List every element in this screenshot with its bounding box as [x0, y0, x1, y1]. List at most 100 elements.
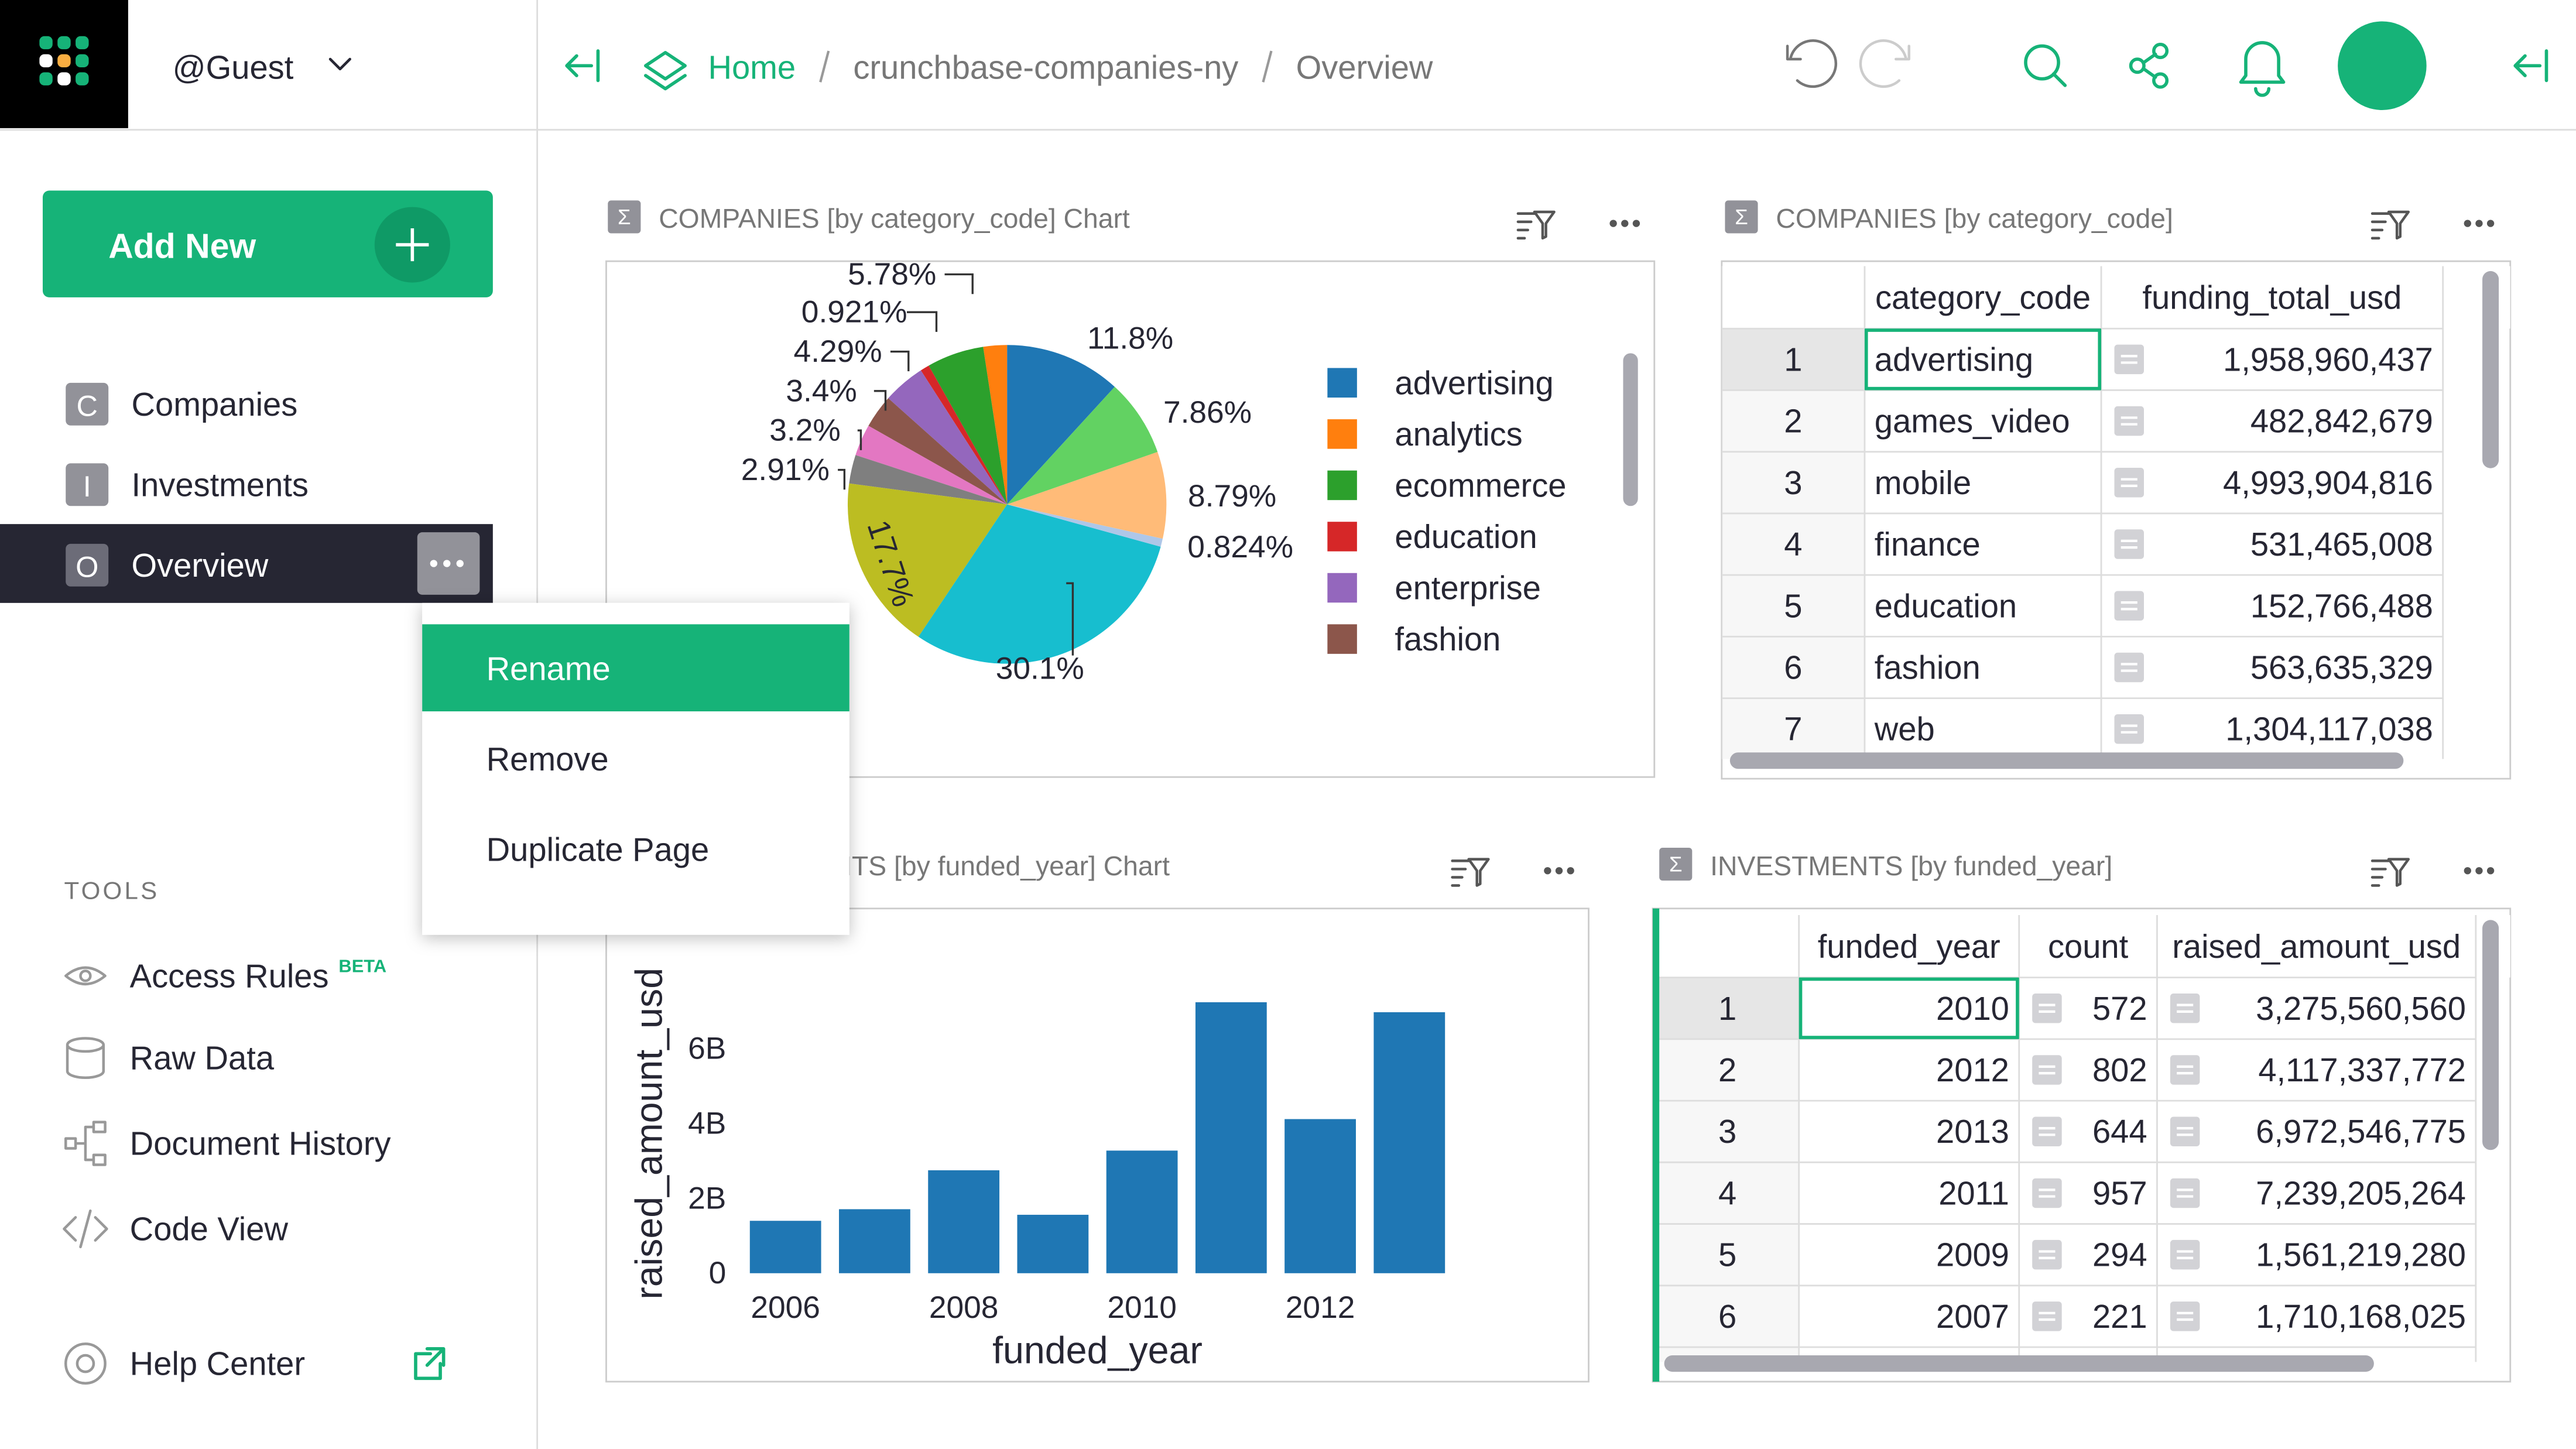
legend-scrollbar[interactable]	[1623, 353, 1638, 506]
table-cell[interactable]: finance	[1875, 526, 1981, 563]
table-cell[interactable]: 1,561,219,280	[2256, 1236, 2466, 1273]
table-cell[interactable]: 2013	[1936, 1113, 2009, 1150]
legend-swatch	[1327, 624, 1357, 654]
table-cell[interactable]: 2009	[1936, 1236, 2009, 1273]
breadcrumb-item[interactable]: Home	[708, 49, 796, 86]
column-header[interactable]: funded_year	[1818, 928, 2000, 965]
widget-menu-dot	[2475, 867, 2483, 875]
table-grid: category_code funding_total_usd 1 advertisi…	[1721, 266, 2510, 759]
column-header[interactable]: category_code	[1875, 279, 2091, 316]
page-link[interactable]: Investments	[131, 466, 308, 503]
row-number: 6	[1784, 649, 1802, 686]
search[interactable]	[2024, 44, 2067, 87]
table-cell[interactable]: 1,304,117,038	[2225, 711, 2433, 748]
undo[interactable]	[1786, 39, 1838, 88]
menu-item[interactable]: Remove	[487, 741, 609, 777]
menu-item[interactable]: Rename	[487, 650, 611, 687]
page-icon	[66, 382, 109, 426]
reference-icon-lines	[2177, 1003, 2194, 1013]
table-cell[interactable]: mobile	[1875, 464, 1971, 501]
sort-filter-icon[interactable]	[1516, 210, 1556, 240]
table-cell[interactable]: 563,635,329	[2250, 649, 2433, 686]
table-cell[interactable]: games_video	[1875, 403, 2070, 440]
horizontal-scrollbar[interactable]	[1664, 1355, 2374, 1372]
table-cell[interactable]: 2007	[1936, 1298, 2009, 1335]
collapse-right[interactable]	[2513, 49, 2548, 83]
table-cell[interactable]: 957	[2092, 1174, 2147, 1211]
legend-swatch	[1327, 470, 1357, 501]
pie-value-label: 11.8%	[1087, 321, 1173, 356]
breadcrumb-item[interactable]: crunchbase-companies-ny	[853, 49, 1238, 86]
sort-filter-icon[interactable]	[2371, 858, 2410, 887]
user-menu-chevron[interactable]	[328, 57, 351, 71]
reference-icon	[2170, 1301, 2200, 1331]
table-cell[interactable]: 7,239,205,264	[2256, 1174, 2466, 1211]
sort-filter-icon[interactable]	[1451, 858, 1490, 887]
notifications[interactable]	[2239, 41, 2286, 97]
x-tick-label: 2010	[1107, 1290, 1177, 1325]
external-link-icon[interactable]	[414, 1347, 446, 1381]
table-cell[interactable]: fashion	[1875, 649, 1981, 686]
widget-menu-dot	[1609, 220, 1617, 227]
table-cell[interactable]: 531,465,008	[2250, 526, 2433, 563]
pie-value-label: 0.921%	[801, 295, 907, 330]
reference-icon	[2032, 1055, 2062, 1085]
vertical-scrollbar[interactable]	[2482, 271, 2499, 468]
redo[interactable]	[1859, 39, 1910, 88]
table-cell[interactable]: 152,766,488	[2250, 587, 2433, 624]
table-cell[interactable]: 6,972,546,775	[2256, 1113, 2466, 1150]
share[interactable]	[2129, 42, 2169, 89]
x-axis-label: funded_year	[992, 1330, 1203, 1372]
collapse-panel[interactable]	[565, 49, 600, 83]
tool-link[interactable]: Raw Data	[130, 1040, 275, 1077]
help-link[interactable]: Help Center	[130, 1345, 305, 1382]
reference-icon	[2032, 1178, 2062, 1208]
logo-mark	[39, 36, 89, 85]
vertical-scrollbar[interactable]	[2482, 920, 2499, 1150]
page-link[interactable]: Companies	[131, 386, 297, 423]
page-icon-letter: C	[76, 389, 97, 423]
pie-value-label: 2.91%	[741, 453, 830, 487]
page-icon-letter: O	[76, 550, 98, 584]
table-cell[interactable]: 2011	[1938, 1174, 2009, 1211]
table-cell[interactable]: 294	[2092, 1236, 2147, 1273]
table-cell[interactable]: 2010	[1936, 990, 2009, 1027]
table-cell[interactable]: 3,275,560,560	[2256, 990, 2466, 1027]
table-cell[interactable]: 1,958,960,437	[2223, 341, 2433, 378]
horizontal-scrollbar[interactable]	[1729, 752, 2404, 769]
sort-filter-icon[interactable]	[2371, 210, 2410, 240]
user-name[interactable]: @Guest	[173, 49, 294, 86]
reference-icon-lines	[2177, 1311, 2194, 1321]
reference-icon-lines	[2177, 1127, 2194, 1136]
menu-item-highlight[interactable]	[422, 624, 849, 712]
column-header[interactable]: count	[2048, 928, 2129, 965]
table-cell[interactable]: 4,117,337,772	[2258, 1051, 2466, 1088]
table-cell[interactable]: 4,993,904,816	[2223, 464, 2433, 501]
column-header[interactable]: funding_total_usd	[2142, 279, 2402, 316]
table-cell[interactable]: education	[1875, 587, 2017, 624]
avatar[interactable]	[2338, 21, 2427, 111]
table-cell[interactable]: 572	[2092, 990, 2147, 1027]
tool-link[interactable]: Code View	[130, 1210, 289, 1247]
column-header[interactable]: raised_amount_usd	[2172, 928, 2461, 965]
legend-label: ecommerce	[1395, 467, 1566, 503]
table-cell[interactable]: 482,842,679	[2250, 403, 2433, 440]
widget-menu-dot	[1632, 220, 1640, 227]
legend-swatch	[1327, 368, 1357, 398]
table-cell[interactable]: advertising	[1875, 341, 2033, 378]
pie-value-label: 30.1%	[996, 652, 1084, 686]
tool-link[interactable]: Document History	[130, 1125, 391, 1162]
page-link[interactable]: Overview	[131, 547, 268, 584]
widget-sigma: Σ	[1669, 852, 1683, 876]
add-new-label[interactable]: Add New	[108, 227, 256, 265]
add-new-button[interactable]	[42, 190, 493, 297]
table-cell[interactable]: 2012	[1936, 1051, 2009, 1088]
table-cell[interactable]: 802	[2092, 1051, 2147, 1088]
pie-leader-line	[873, 390, 887, 411]
tool-link[interactable]: Access Rules	[130, 957, 329, 994]
menu-item[interactable]: Duplicate Page	[487, 831, 710, 868]
table-cell[interactable]: 221	[2092, 1298, 2147, 1335]
table-cell[interactable]: web	[1874, 711, 1935, 748]
table-cell[interactable]: 1,710,168,025	[2256, 1298, 2466, 1335]
table-cell[interactable]: 644	[2092, 1113, 2147, 1150]
